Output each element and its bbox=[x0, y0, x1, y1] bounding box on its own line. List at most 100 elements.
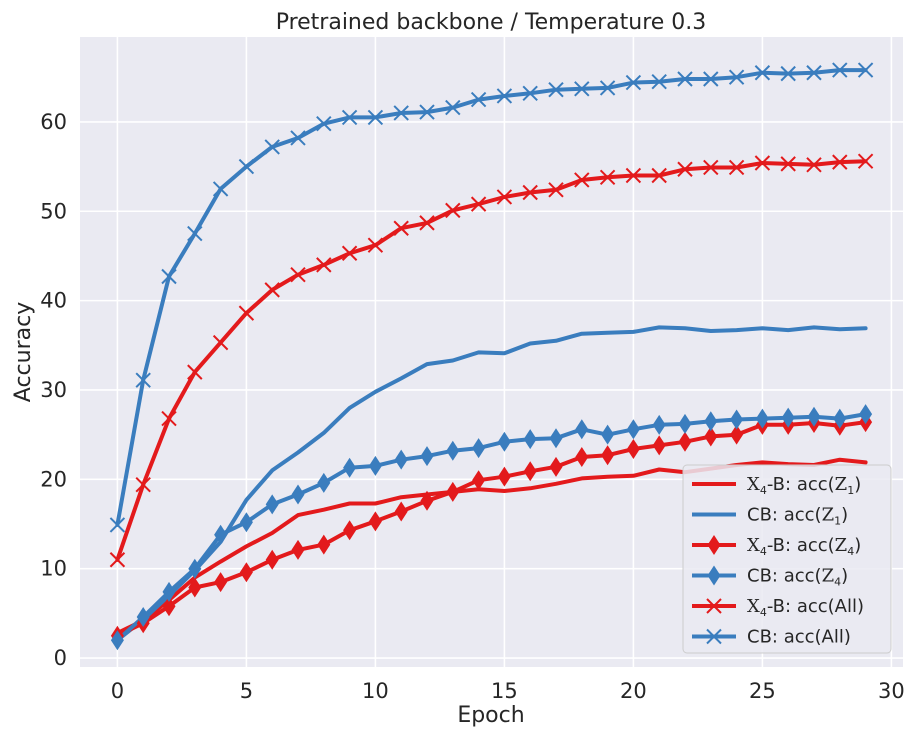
data-point-4-1 bbox=[135, 476, 151, 493]
data-point-2-17 bbox=[549, 456, 563, 477]
data-point-3-27 bbox=[807, 406, 821, 427]
data-point-4-14 bbox=[470, 196, 487, 212]
data-point-2-23 bbox=[704, 426, 718, 447]
data-point-5-20 bbox=[625, 74, 642, 91]
data-point-5-5 bbox=[238, 158, 255, 175]
data-point-2-9 bbox=[343, 520, 357, 541]
data-point-3-13 bbox=[446, 440, 460, 461]
data-point-2-18 bbox=[575, 447, 589, 467]
y-tick-label: 20 bbox=[40, 467, 67, 491]
data-point-4-23 bbox=[703, 159, 719, 176]
data-point-2-11 bbox=[394, 501, 408, 522]
data-point-5-18 bbox=[574, 81, 590, 97]
data-point-3-22 bbox=[678, 413, 692, 434]
data-point-4-19 bbox=[599, 169, 616, 186]
data-point-3-17 bbox=[549, 428, 563, 449]
data-point-2-5 bbox=[239, 562, 253, 583]
data-point-2-3 bbox=[188, 577, 202, 598]
data-point-4-21 bbox=[651, 167, 667, 184]
data-point-3-7 bbox=[291, 484, 305, 505]
data-point-2-4 bbox=[214, 572, 228, 593]
legend-swatch-marker bbox=[706, 628, 722, 645]
data-point-5-28 bbox=[832, 62, 848, 78]
data-point-5-24 bbox=[728, 69, 745, 85]
data-point-3-12 bbox=[420, 446, 434, 467]
data-point-3-25 bbox=[755, 408, 769, 429]
data-point-5-6 bbox=[264, 139, 280, 155]
data-point-5-1 bbox=[135, 372, 151, 388]
data-point-5-7 bbox=[290, 130, 306, 146]
data-point-4-3 bbox=[187, 364, 203, 380]
data-point-3-19 bbox=[601, 424, 615, 445]
data-point-3-10 bbox=[368, 455, 382, 476]
data-point-3-11 bbox=[394, 449, 408, 470]
series-line-1 bbox=[115, 325, 868, 643]
data-point-4-7 bbox=[290, 266, 306, 283]
data-point-3-18 bbox=[575, 419, 589, 440]
data-point-5-15 bbox=[496, 88, 513, 104]
data-point-3-24 bbox=[730, 409, 744, 430]
legend: X4-B: acc(Z1) CB: acc(Z1) X4-B: acc(Z4) CB:… bbox=[682, 464, 892, 654]
y-axis-label: Accuracy bbox=[11, 302, 36, 402]
data-point-2-10 bbox=[368, 511, 382, 532]
data-point-3-6 bbox=[265, 494, 279, 515]
data-point-2-7 bbox=[291, 539, 305, 560]
data-point-4-2 bbox=[161, 410, 177, 427]
x-tick-label: 25 bbox=[749, 679, 776, 703]
legend-label-4: X4-B: acc(All) bbox=[747, 596, 864, 619]
data-point-5-22 bbox=[677, 71, 693, 87]
y-tick-label: 40 bbox=[40, 289, 67, 313]
data-point-5-25 bbox=[754, 65, 771, 81]
legend-swatch-marker bbox=[707, 565, 721, 586]
data-point-2-21 bbox=[652, 435, 666, 456]
x-tick-label: 0 bbox=[111, 679, 124, 703]
data-point-4-10 bbox=[367, 237, 384, 253]
data-point-2-22 bbox=[678, 431, 692, 452]
data-point-4-15 bbox=[496, 189, 513, 205]
data-point-3-26 bbox=[781, 407, 795, 428]
data-point-4-16 bbox=[522, 184, 538, 201]
data-point-4-8 bbox=[316, 257, 332, 273]
data-point-4-12 bbox=[419, 215, 435, 231]
data-point-4-28 bbox=[832, 154, 848, 170]
data-point-4-18 bbox=[574, 172, 590, 188]
data-point-5-3 bbox=[187, 225, 203, 242]
data-point-4-17 bbox=[548, 182, 564, 198]
y-axis-ticks: 0 10 20 30 40 50 60 bbox=[40, 110, 67, 670]
data-point-3-29 bbox=[859, 404, 873, 425]
data-point-5-14 bbox=[470, 91, 487, 108]
legend-label-0: X4-B: acc(Z1) bbox=[747, 474, 861, 497]
data-point-3-8 bbox=[317, 472, 331, 493]
data-point-3-5 bbox=[239, 512, 253, 533]
data-point-4-5 bbox=[238, 305, 255, 321]
x-tick-label: 30 bbox=[878, 679, 905, 703]
data-point-5-29 bbox=[857, 62, 874, 78]
data-point-4-11 bbox=[393, 220, 409, 236]
data-point-2-14 bbox=[472, 470, 486, 491]
legend-label-5: CB: acc(All) bbox=[747, 627, 851, 648]
data-point-4-9 bbox=[341, 245, 358, 261]
x-axis-label: Epoch bbox=[457, 703, 524, 728]
data-point-4-27 bbox=[806, 157, 822, 173]
data-point-5-21 bbox=[651, 73, 667, 90]
series-markers bbox=[109, 62, 874, 651]
data-point-2-20 bbox=[626, 438, 640, 459]
data-point-5-2 bbox=[161, 268, 177, 285]
data-point-5-11 bbox=[393, 105, 409, 121]
data-point-5-0 bbox=[109, 517, 126, 533]
data-point-5-8 bbox=[316, 115, 332, 132]
data-point-3-1 bbox=[136, 606, 150, 627]
data-point-4-0 bbox=[109, 552, 126, 568]
data-point-3-21 bbox=[652, 414, 666, 435]
y-tick-label: 30 bbox=[40, 378, 67, 402]
y-tick-label: 10 bbox=[40, 557, 67, 581]
y-tick-label: 60 bbox=[40, 110, 67, 134]
legend-label-2: X4-B: acc(Z4) bbox=[747, 535, 861, 558]
data-point-3-28 bbox=[833, 408, 847, 429]
chart-title: Pretrained backbone / Temperature 0.3 bbox=[276, 10, 707, 35]
data-point-5-4 bbox=[212, 181, 229, 197]
x-tick-label: 20 bbox=[620, 679, 647, 703]
data-point-3-2 bbox=[162, 581, 176, 602]
data-point-2-8 bbox=[317, 534, 331, 555]
